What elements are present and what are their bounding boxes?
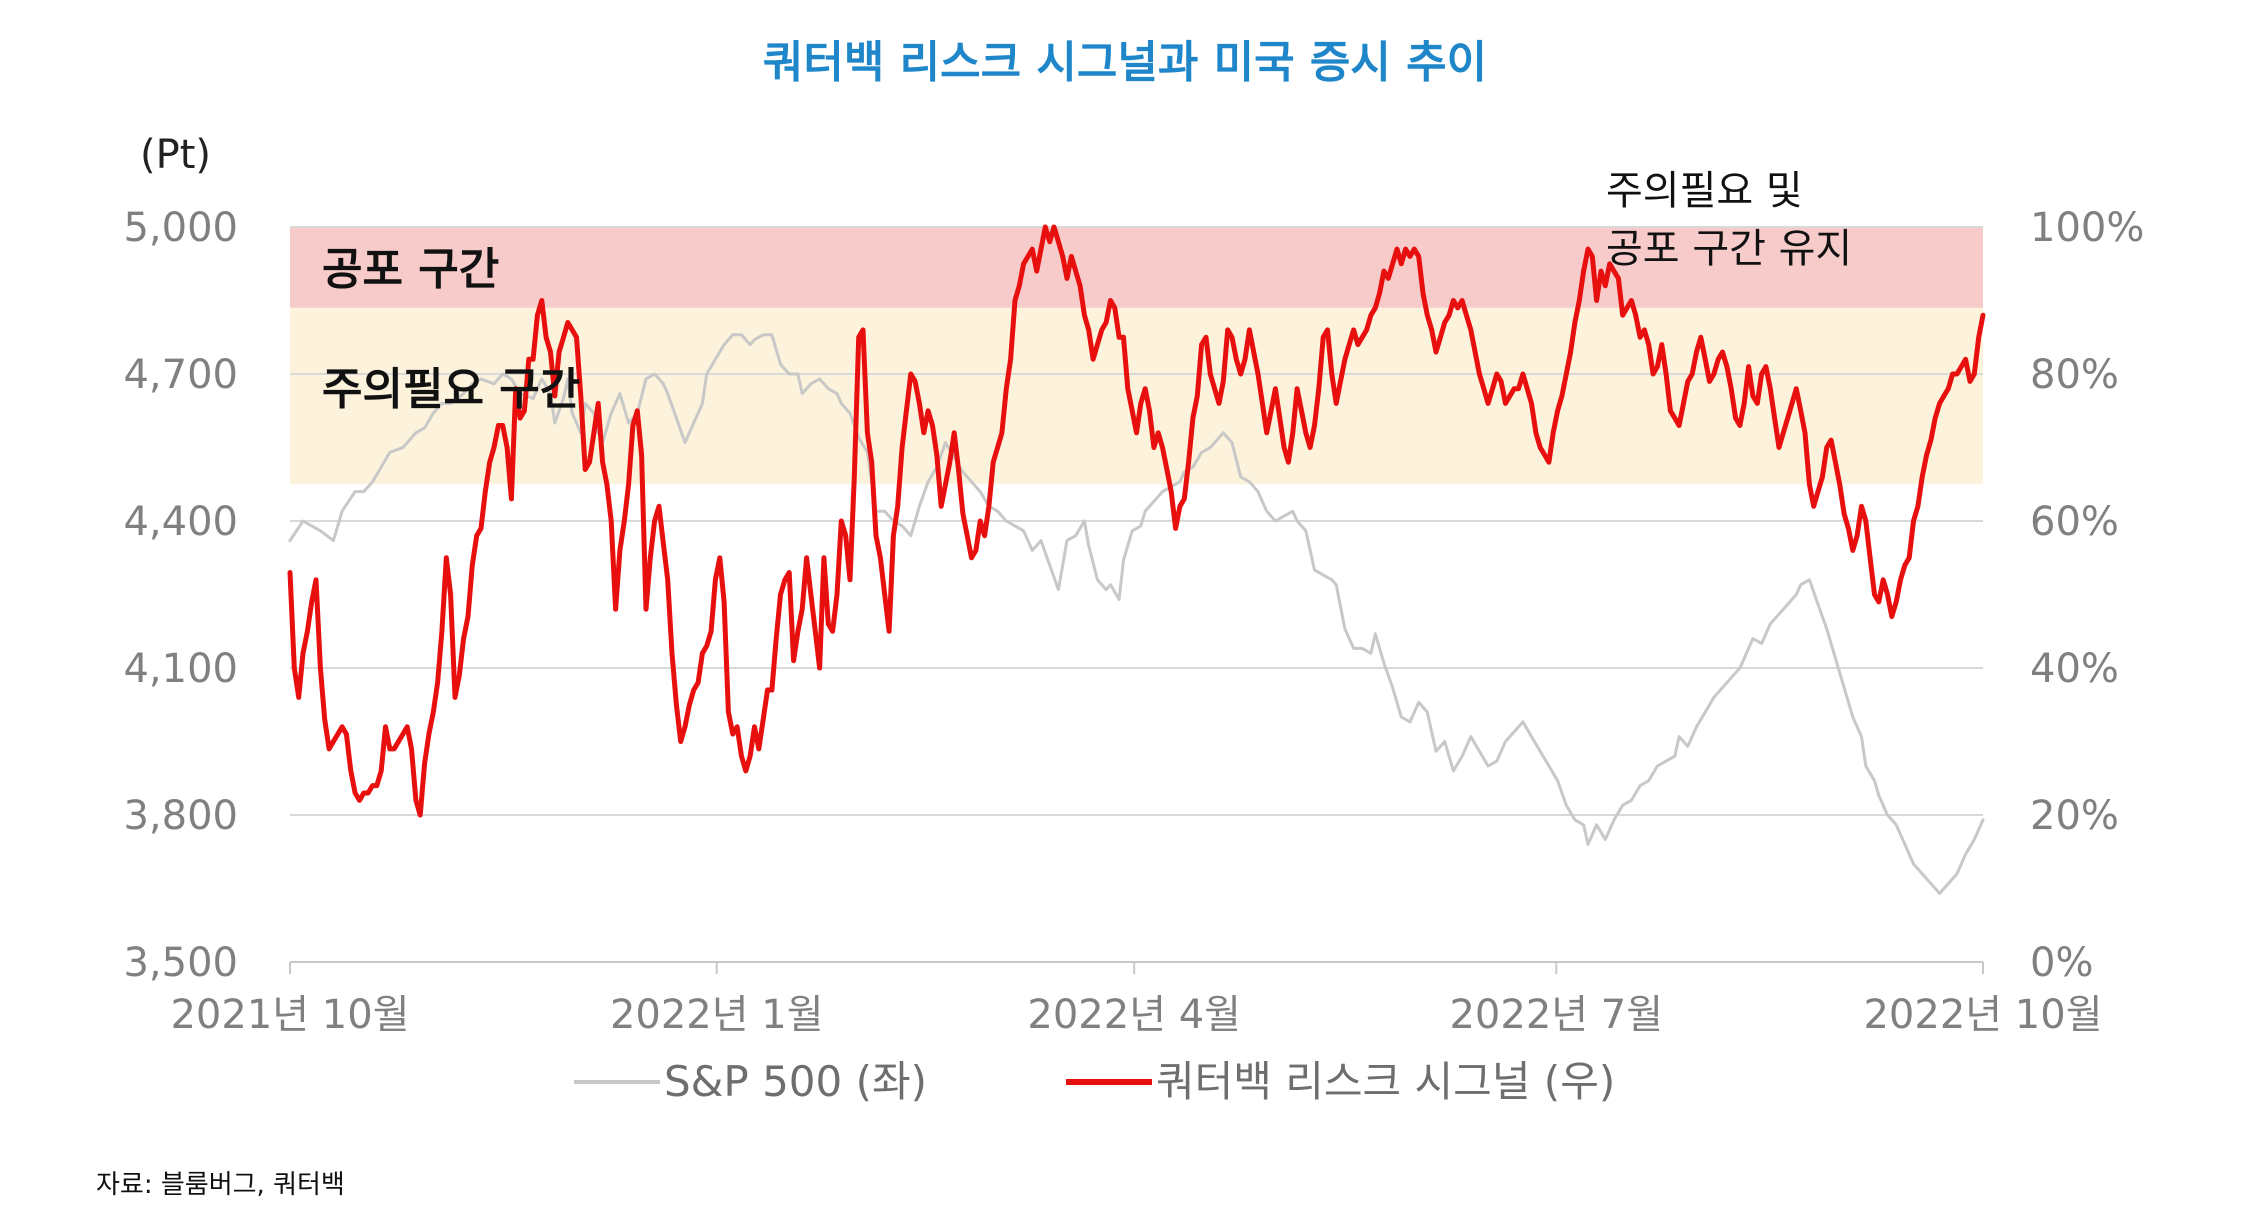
right-axis-tick-label: 80%: [2030, 352, 2119, 398]
zone-label-fear: 공포 구간: [322, 244, 499, 295]
left-axis-tick-label: 3,500: [123, 940, 238, 986]
source-note: 자료: 블룸버그, 쿼터백: [96, 1170, 345, 1200]
right-axis-tick-label: 20%: [2030, 793, 2119, 839]
chart-title: 쿼터백 리스크 시그널과 미국 증시 추이: [762, 37, 1488, 88]
legend: S&P 500 (좌) 쿼터백 리스크 시그널 (우): [574, 1057, 1615, 1106]
x-axis-tick-label: 2021년 10월: [170, 992, 409, 1038]
x-axis-tick-label: 2022년 7월: [1449, 992, 1663, 1038]
legend-label-sp500: S&P 500 (좌): [664, 1057, 927, 1106]
x-axis-tick-label: 2022년 10월: [1863, 992, 2102, 1038]
right-axis-tick-label: 0%: [2030, 940, 2093, 986]
left-axis-unit-label: (Pt): [140, 132, 211, 178]
fear-zone-band: [290, 227, 1983, 308]
x-axis-tick-label: 2022년 1월: [610, 992, 824, 1038]
risk-signal-series-line: [287, 224, 1986, 818]
left-axis-tick-label: 5,000: [123, 205, 238, 251]
left-axis-tick-label: 4,400: [123, 499, 238, 545]
x-axis-tick-label: 2022년 4월: [1027, 992, 1241, 1038]
annotation-line-2: 공포 구간 유지: [1606, 226, 1852, 272]
right-axis-tick-label: 100%: [2030, 205, 2144, 251]
left-axis-tick-label: 3,800: [123, 793, 238, 839]
left-axis-tick-label: 4,100: [123, 646, 238, 692]
legend-label-risk-signal: 쿼터백 리스크 시그널 (우): [1156, 1057, 1615, 1106]
left-axis-tick-label: 4,700: [123, 352, 238, 398]
right-axis-tick-label: 60%: [2030, 499, 2119, 545]
right-axis-tick-label: 40%: [2030, 646, 2119, 692]
annotation-line-1: 주의필요 및: [1606, 168, 1803, 214]
zone-label-caution: 주의필요 구간: [322, 364, 580, 415]
